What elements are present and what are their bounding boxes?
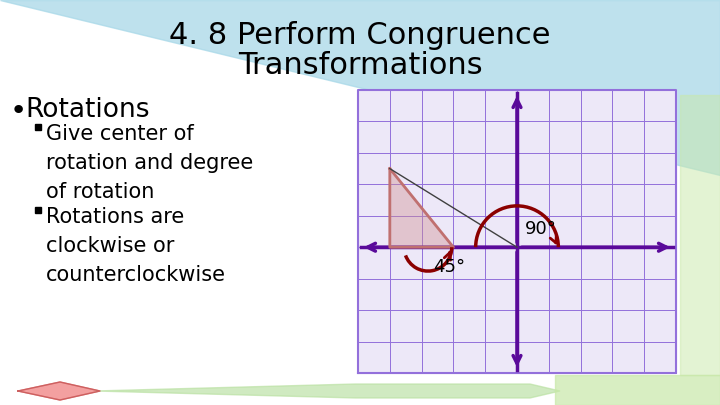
Text: 45°: 45° (433, 258, 465, 277)
Polygon shape (35, 207, 41, 213)
Text: Give center of
rotation and degree
of rotation: Give center of rotation and degree of ro… (46, 124, 253, 202)
Polygon shape (358, 90, 676, 373)
Text: Transformations: Transformations (238, 51, 482, 79)
Polygon shape (35, 124, 41, 130)
Text: •: • (10, 97, 27, 125)
Polygon shape (390, 168, 454, 247)
Text: Rotations: Rotations (25, 97, 150, 123)
Polygon shape (95, 384, 560, 398)
Text: 4. 8 Perform Congruence: 4. 8 Perform Congruence (169, 21, 551, 49)
Polygon shape (680, 95, 720, 375)
Text: Rotations are
clockwise or
counterclockwise: Rotations are clockwise or counterclockw… (46, 207, 226, 285)
Polygon shape (18, 382, 100, 400)
Polygon shape (0, 0, 720, 175)
Polygon shape (555, 375, 720, 405)
Text: 90°: 90° (525, 220, 557, 238)
